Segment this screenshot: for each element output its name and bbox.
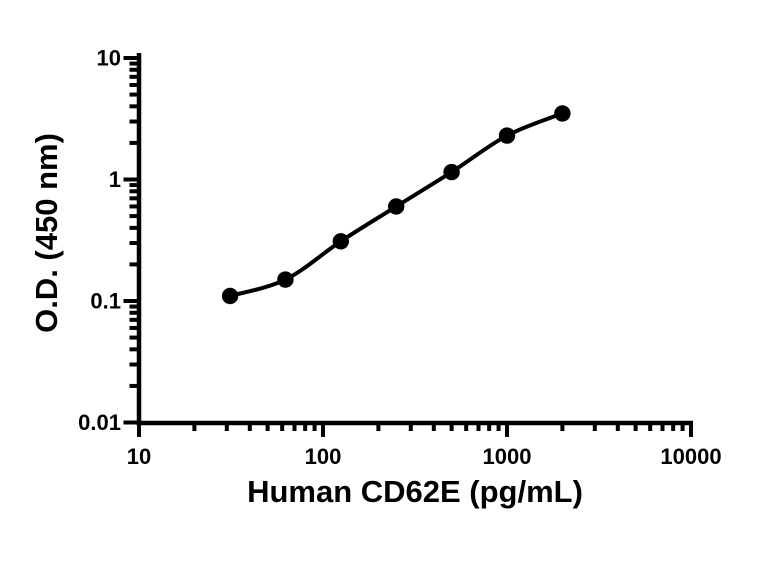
x-axis-title: Human CD62E (pg/mL) [247, 474, 583, 509]
data-point: 31.25 pg/mL, OD 0.11 [221, 287, 239, 305]
data-point: 1000 pg/mL, OD 2.3 [498, 127, 516, 144]
y-tick-label: 1 [109, 167, 121, 192]
x-tick-label: 100 [305, 444, 342, 469]
x-tick-label: 1000 [483, 444, 532, 469]
y-tick-label: 10 [97, 46, 121, 71]
data-point: 62.5 pg/mL, OD 0.15 [277, 271, 294, 288]
data-point: 250 pg/mL, OD 0.6 [388, 198, 405, 215]
data-point: 125 pg/mL, OD 0.31 [332, 233, 349, 250]
data-point: 2000 pg/mL, OD 3.5 [554, 105, 571, 122]
y-tick-label: 0.01 [78, 410, 121, 435]
x-tick-label: 10 [127, 444, 151, 469]
y-tick-label: 0.1 [90, 289, 121, 314]
data-point: 500 pg/mL, OD 1.15 [443, 163, 460, 181]
y-axis-title: O.D. (450 nm) [29, 133, 64, 333]
x-tick-label: 10000 [660, 444, 721, 469]
